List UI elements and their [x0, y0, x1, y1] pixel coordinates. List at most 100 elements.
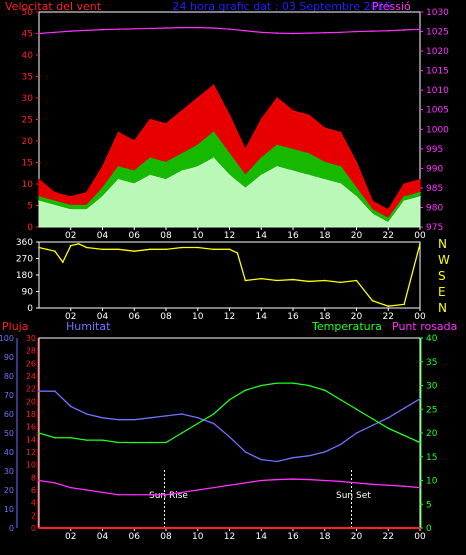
data-point [54, 390, 56, 393]
data-point [244, 527, 247, 529]
data-point [101, 166, 104, 168]
data-point [236, 252, 239, 254]
data-point [69, 486, 72, 489]
data-point [212, 131, 215, 134]
x-tick-label: 06 [129, 532, 141, 542]
data-point [54, 250, 56, 252]
data-point [308, 114, 310, 116]
y-tick-label: 90 [22, 288, 34, 298]
data-point [38, 32, 40, 35]
data-point [117, 418, 120, 421]
data-point [308, 32, 310, 34]
x-tick-label: 16 [287, 532, 299, 542]
x-tick-label: 14 [256, 231, 268, 241]
data-point [244, 482, 247, 484]
data-point [308, 527, 310, 529]
data-point [276, 478, 278, 481]
data-point [117, 527, 120, 529]
data-point [149, 157, 151, 159]
data-point [419, 486, 421, 489]
data-point [212, 413, 215, 415]
data-point [181, 246, 183, 249]
data-point [196, 527, 199, 529]
y-tick-label: 30 [22, 94, 34, 104]
chart-date-title: 24 hora grafic dat : 03 Septembre 2015 [173, 0, 392, 13]
data-point [69, 196, 72, 198]
humidity-tick-label: 70 [4, 391, 14, 400]
data-point [260, 157, 263, 159]
data-point [387, 209, 390, 211]
data-point [54, 204, 56, 207]
data-point [101, 196, 104, 198]
data-point [371, 299, 374, 302]
data-point [403, 303, 405, 306]
data-point [149, 248, 151, 251]
direction-label-w: W [438, 253, 450, 267]
data-point [165, 248, 167, 251]
data-point [371, 30, 374, 32]
dew-point-title: Punt rosada [392, 320, 457, 333]
data-point [419, 527, 421, 529]
y2-tick-label: 1025 [426, 28, 449, 38]
data-point [339, 281, 342, 284]
data-point [355, 482, 358, 484]
data-point [244, 389, 247, 392]
data-point [260, 118, 263, 121]
data-point [38, 200, 40, 202]
data-point [133, 250, 136, 252]
rain-tick-label: 12 [26, 448, 36, 457]
wind-speed-title: Velocitat del vent [5, 0, 102, 13]
data-point [133, 493, 136, 496]
data-point [54, 436, 56, 439]
y-tick-label: 10 [22, 180, 34, 190]
data-point [69, 405, 72, 408]
x-tick-label: 22 [383, 532, 394, 542]
data-point [85, 413, 88, 415]
rain-tick-label: 22 [26, 385, 36, 394]
data-point [244, 279, 247, 282]
data-point [260, 277, 263, 280]
rain-tick-label: 6 [31, 486, 36, 495]
data-point [196, 26, 199, 29]
data-point [419, 441, 421, 444]
data-point [212, 157, 215, 159]
data-point [276, 144, 278, 147]
data-point [117, 28, 120, 31]
data-point [212, 248, 215, 251]
data-point [196, 166, 199, 168]
y2-tick-label: 25 [426, 405, 437, 415]
sunset-label: Sun Set [336, 491, 371, 501]
data-point [292, 478, 294, 480]
direction-label-s: S [438, 269, 446, 283]
data-point [101, 417, 104, 419]
x-tick-label: 08 [160, 532, 172, 542]
data-point [355, 527, 358, 529]
data-point [355, 408, 358, 411]
data-point [387, 427, 390, 430]
y2-tick-label: 15 [426, 453, 437, 463]
y-tick-label: 25 [22, 116, 33, 126]
data-point [165, 161, 167, 164]
data-point [38, 432, 40, 434]
y2-tick-label: 990 [426, 164, 443, 174]
data-point [101, 248, 104, 251]
data-point [323, 389, 326, 392]
data-point [323, 127, 326, 129]
data-point [292, 170, 294, 172]
rain-tick-label: 18 [26, 410, 36, 419]
x-tick-label: 08 [160, 231, 172, 241]
x-tick-label: 06 [129, 312, 141, 322]
humidity-tick-label: 30 [4, 467, 14, 476]
x-tick-label: 10 [192, 532, 204, 542]
x-tick-label: 22 [383, 312, 394, 322]
data-point [46, 248, 48, 251]
rain-tick-label: 4 [31, 499, 36, 508]
data-point [228, 436, 231, 438]
data-point [38, 196, 40, 198]
x-tick-label: 18 [319, 231, 331, 241]
y2-tick-label: 10 [426, 477, 438, 487]
data-point [212, 422, 215, 425]
data-point [133, 28, 136, 30]
